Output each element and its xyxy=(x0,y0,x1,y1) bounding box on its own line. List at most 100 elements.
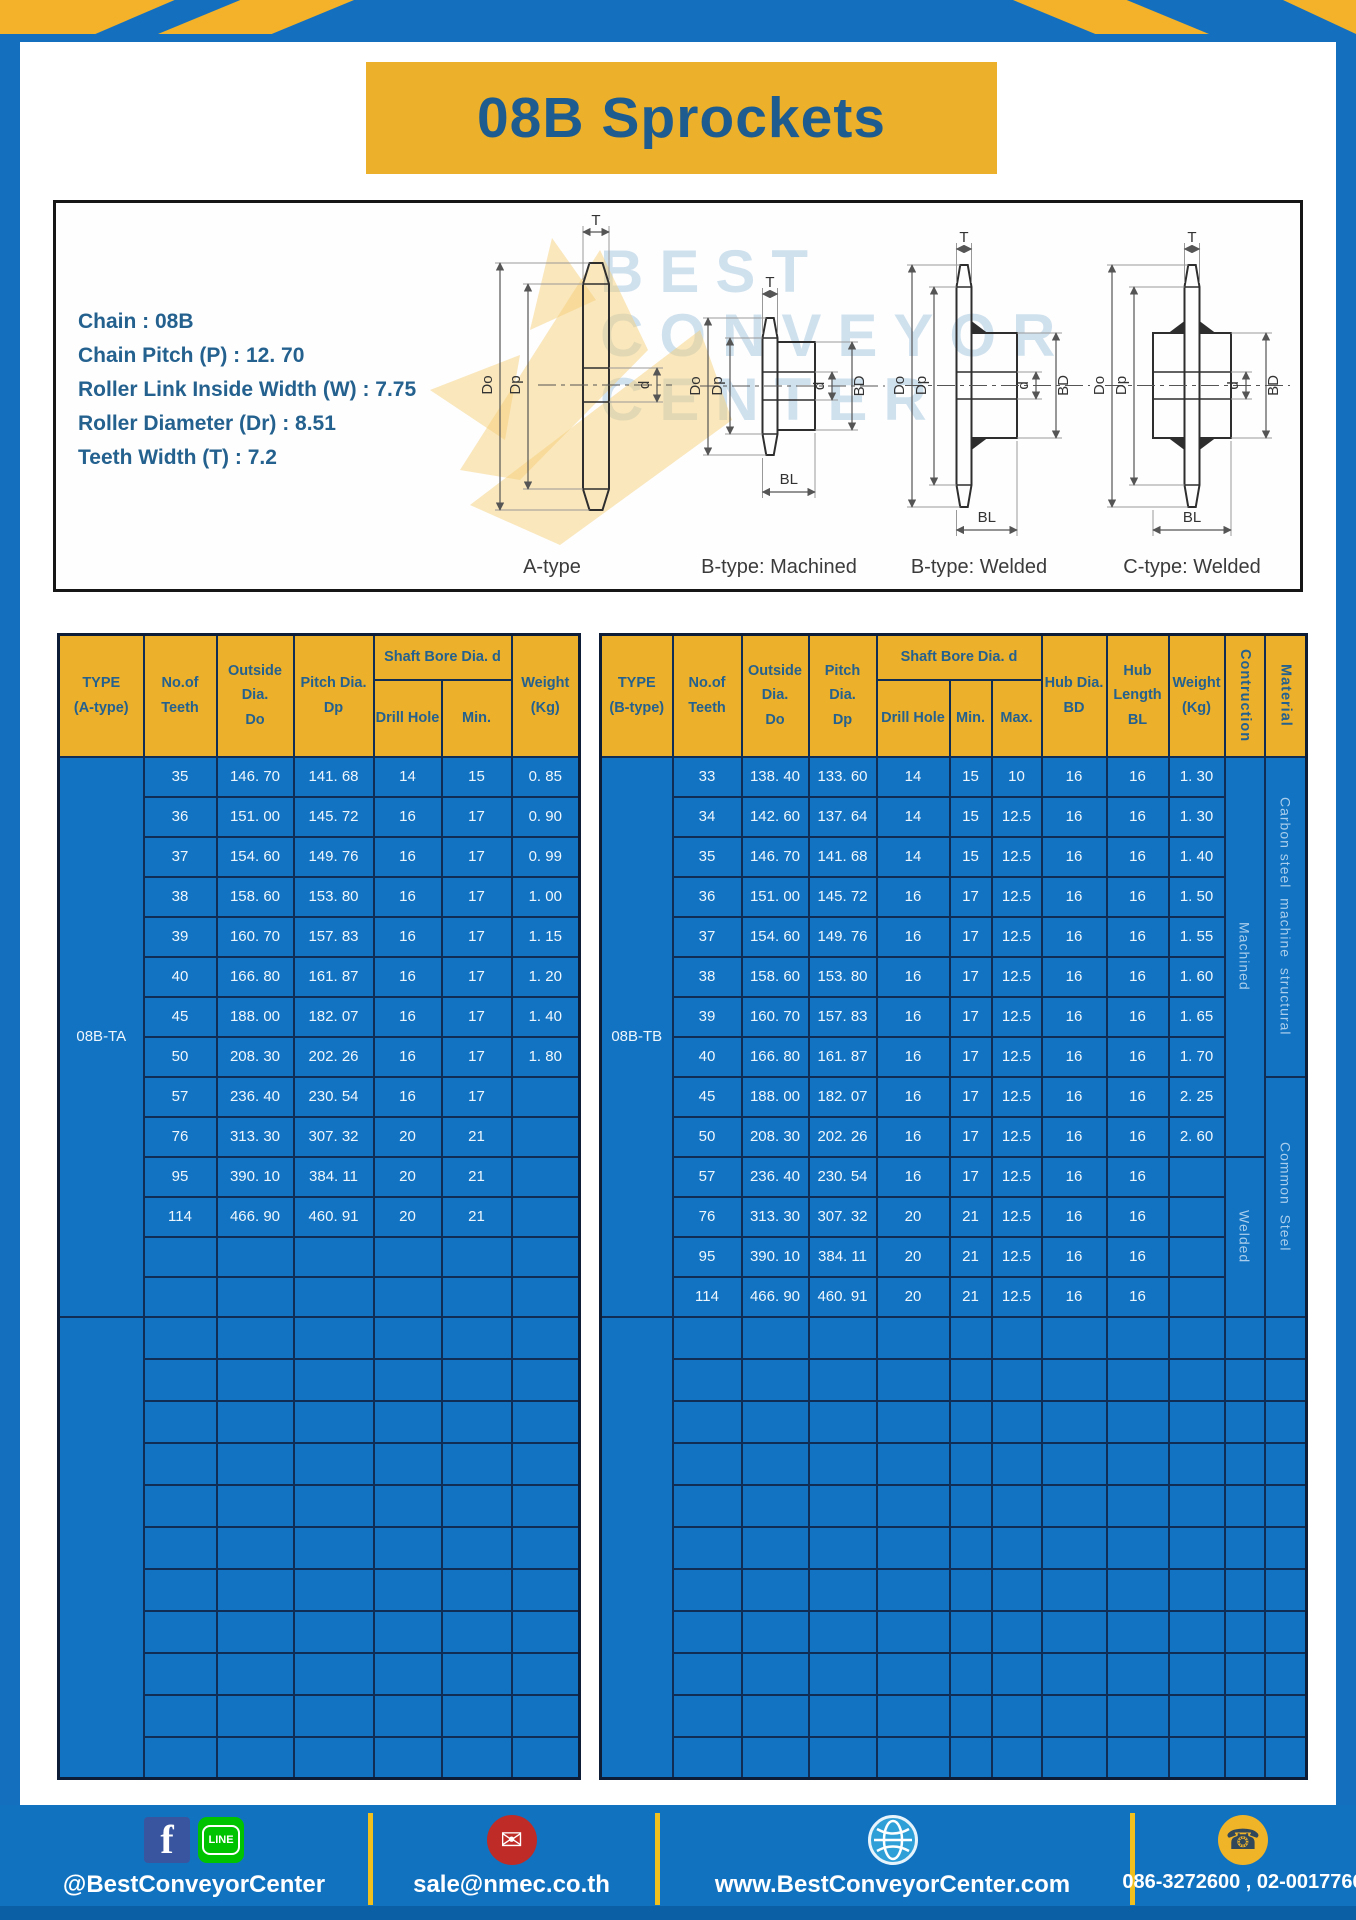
phone-numbers[interactable]: 086-3272600 , 02-0017766 xyxy=(1122,1871,1356,1893)
line-app-icon[interactable]: LINE xyxy=(198,1817,244,1863)
table-cell: 95 xyxy=(671,1235,743,1278)
table-cell: 57 xyxy=(142,1075,218,1118)
table-cell: 182. 07 xyxy=(292,995,375,1038)
table-cell: 38 xyxy=(671,955,743,998)
empty-cell xyxy=(990,1483,1043,1528)
table-cell: 16 xyxy=(1105,1035,1170,1078)
empty-cell xyxy=(1263,1525,1308,1570)
table-cell: 12.5 xyxy=(990,1235,1043,1278)
empty-cell xyxy=(948,1609,993,1654)
empty-cell xyxy=(215,1567,295,1612)
table-cell: 35 xyxy=(142,755,218,798)
table-cell: 39 xyxy=(671,995,743,1038)
footer-website-section[interactable]: www.BestConveyorCenter.com xyxy=(655,1805,1130,1913)
empty-cell xyxy=(875,1483,951,1528)
table-cell: 16 xyxy=(1040,1195,1108,1238)
table-cell: 17 xyxy=(948,915,993,958)
empty-cell xyxy=(215,1735,295,1780)
empty-cell xyxy=(671,1399,743,1444)
table-cell: 149. 76 xyxy=(807,915,878,958)
website-url[interactable]: www.BestConveyorCenter.com xyxy=(714,1871,1071,1898)
table-empty-row xyxy=(59,1651,581,1696)
table-cell xyxy=(510,1275,581,1318)
empty-cell xyxy=(372,1525,443,1570)
chain-spec-block: Chain : 08B Chain Pitch (P) : 12. 70 Rol… xyxy=(78,305,416,475)
col-header-type: TYPE (B-type) xyxy=(599,633,674,758)
empty-cell xyxy=(142,1315,218,1360)
col-header-outside: Outside Dia. Do xyxy=(215,633,295,758)
table-cell: 12.5 xyxy=(990,1195,1043,1238)
empty-cell xyxy=(142,1357,218,1402)
table-cell: 16 xyxy=(1040,1115,1108,1158)
empty-cell xyxy=(292,1693,375,1738)
table-cell: 16 xyxy=(1040,1235,1108,1278)
table-row: 37 154. 60 149. 76 16 17 0. 99 xyxy=(59,835,581,878)
table-cell: 16 xyxy=(875,915,951,958)
empty-cell xyxy=(1223,1315,1266,1360)
table-row: 40 166. 80 161. 87 16 17 12.5 16 16 1. 70 xyxy=(601,1035,1307,1078)
table-cell: 141. 68 xyxy=(292,755,375,798)
table-cell: 138. 40 xyxy=(740,755,810,798)
empty-cell xyxy=(671,1567,743,1612)
table-cell xyxy=(510,1155,581,1198)
footer-social-section[interactable]: f LINE @BestConveyorCenter xyxy=(20,1805,368,1913)
table-empty-row xyxy=(59,1735,581,1780)
footer-email-section[interactable]: ✉ sale@nmec.co.th xyxy=(368,1805,655,1913)
table-row: 39 160. 70 157. 83 16 17 1. 15 xyxy=(59,915,581,958)
table-row: 36 151. 00 145. 72 16 17 0. 90 xyxy=(59,795,581,838)
table-empty-row xyxy=(57,1315,581,1780)
empty-cell xyxy=(740,1525,810,1570)
empty-cell xyxy=(292,1315,375,1360)
footer-phone-section[interactable]: ☎ 086-3272600 , 02-0017766 xyxy=(1122,1805,1356,1913)
empty-cell xyxy=(142,1567,218,1612)
empty-cell xyxy=(1040,1693,1108,1738)
empty-cell xyxy=(671,1693,743,1738)
facebook-icon[interactable]: f xyxy=(144,1817,190,1863)
watermark-line: BEST xyxy=(600,238,825,305)
table-cell: 1. 40 xyxy=(1167,835,1226,878)
table-cell xyxy=(142,1275,218,1318)
table-cell: 1. 70 xyxy=(1167,1035,1226,1078)
globe-icon[interactable] xyxy=(867,1815,918,1865)
empty-cell xyxy=(990,1441,1043,1486)
table-cell: 460. 91 xyxy=(292,1195,375,1238)
table-cell: 1. 00 xyxy=(510,875,581,918)
col-header-construction: Contruction xyxy=(1223,633,1266,758)
table-cell: 16 xyxy=(372,1075,443,1118)
empty-cell xyxy=(1167,1483,1226,1528)
empty-cell xyxy=(948,1693,993,1738)
table-cell: 307. 32 xyxy=(807,1195,878,1238)
empty-cell xyxy=(948,1399,993,1444)
col-header-weight: Weight (Kg) xyxy=(1167,633,1226,758)
table-empty-row xyxy=(59,1441,581,1486)
table-cell: 236. 40 xyxy=(215,1075,295,1118)
phone-icon[interactable]: ☎ xyxy=(1218,1815,1268,1865)
empty-cell xyxy=(510,1483,581,1528)
stripe-decoration xyxy=(1013,0,1209,34)
empty-cell xyxy=(948,1567,993,1612)
col-header-outside: Outside Dia. Do xyxy=(740,633,810,758)
empty-cell xyxy=(990,1609,1043,1654)
empty-cell xyxy=(1167,1609,1226,1654)
table-row: 50 208. 30 202. 26 16 17 12.5 16 16 2. 60 xyxy=(601,1115,1307,1158)
table-cell: 16 xyxy=(1105,1235,1170,1278)
social-handle[interactable]: @BestConveyorCenter xyxy=(62,1871,326,1898)
table-cell: 230. 54 xyxy=(292,1075,375,1118)
table-empty-row xyxy=(601,1651,1308,1696)
empty-cell xyxy=(671,1483,743,1528)
caption-b-type-machined: B-type: Machined xyxy=(701,556,857,578)
email-address[interactable]: sale@nmec.co.th xyxy=(413,1871,610,1898)
table-cell: 17 xyxy=(440,995,513,1038)
table-cell: 21 xyxy=(440,1155,513,1198)
table-cell: 57 xyxy=(671,1155,743,1198)
table-cell: 16 xyxy=(1105,755,1170,798)
table-cell: 146. 70 xyxy=(740,835,810,878)
table-cell: 35 xyxy=(671,835,743,878)
empty-cell xyxy=(1105,1315,1170,1360)
table-cell: 313. 30 xyxy=(740,1195,810,1238)
email-icon[interactable]: ✉ xyxy=(486,1815,537,1865)
empty-cell xyxy=(372,1693,443,1738)
col-header-pitch: Pitch Dia. Dp xyxy=(807,633,878,758)
table-cell: 390. 10 xyxy=(740,1235,810,1278)
empty-cell xyxy=(440,1399,513,1444)
